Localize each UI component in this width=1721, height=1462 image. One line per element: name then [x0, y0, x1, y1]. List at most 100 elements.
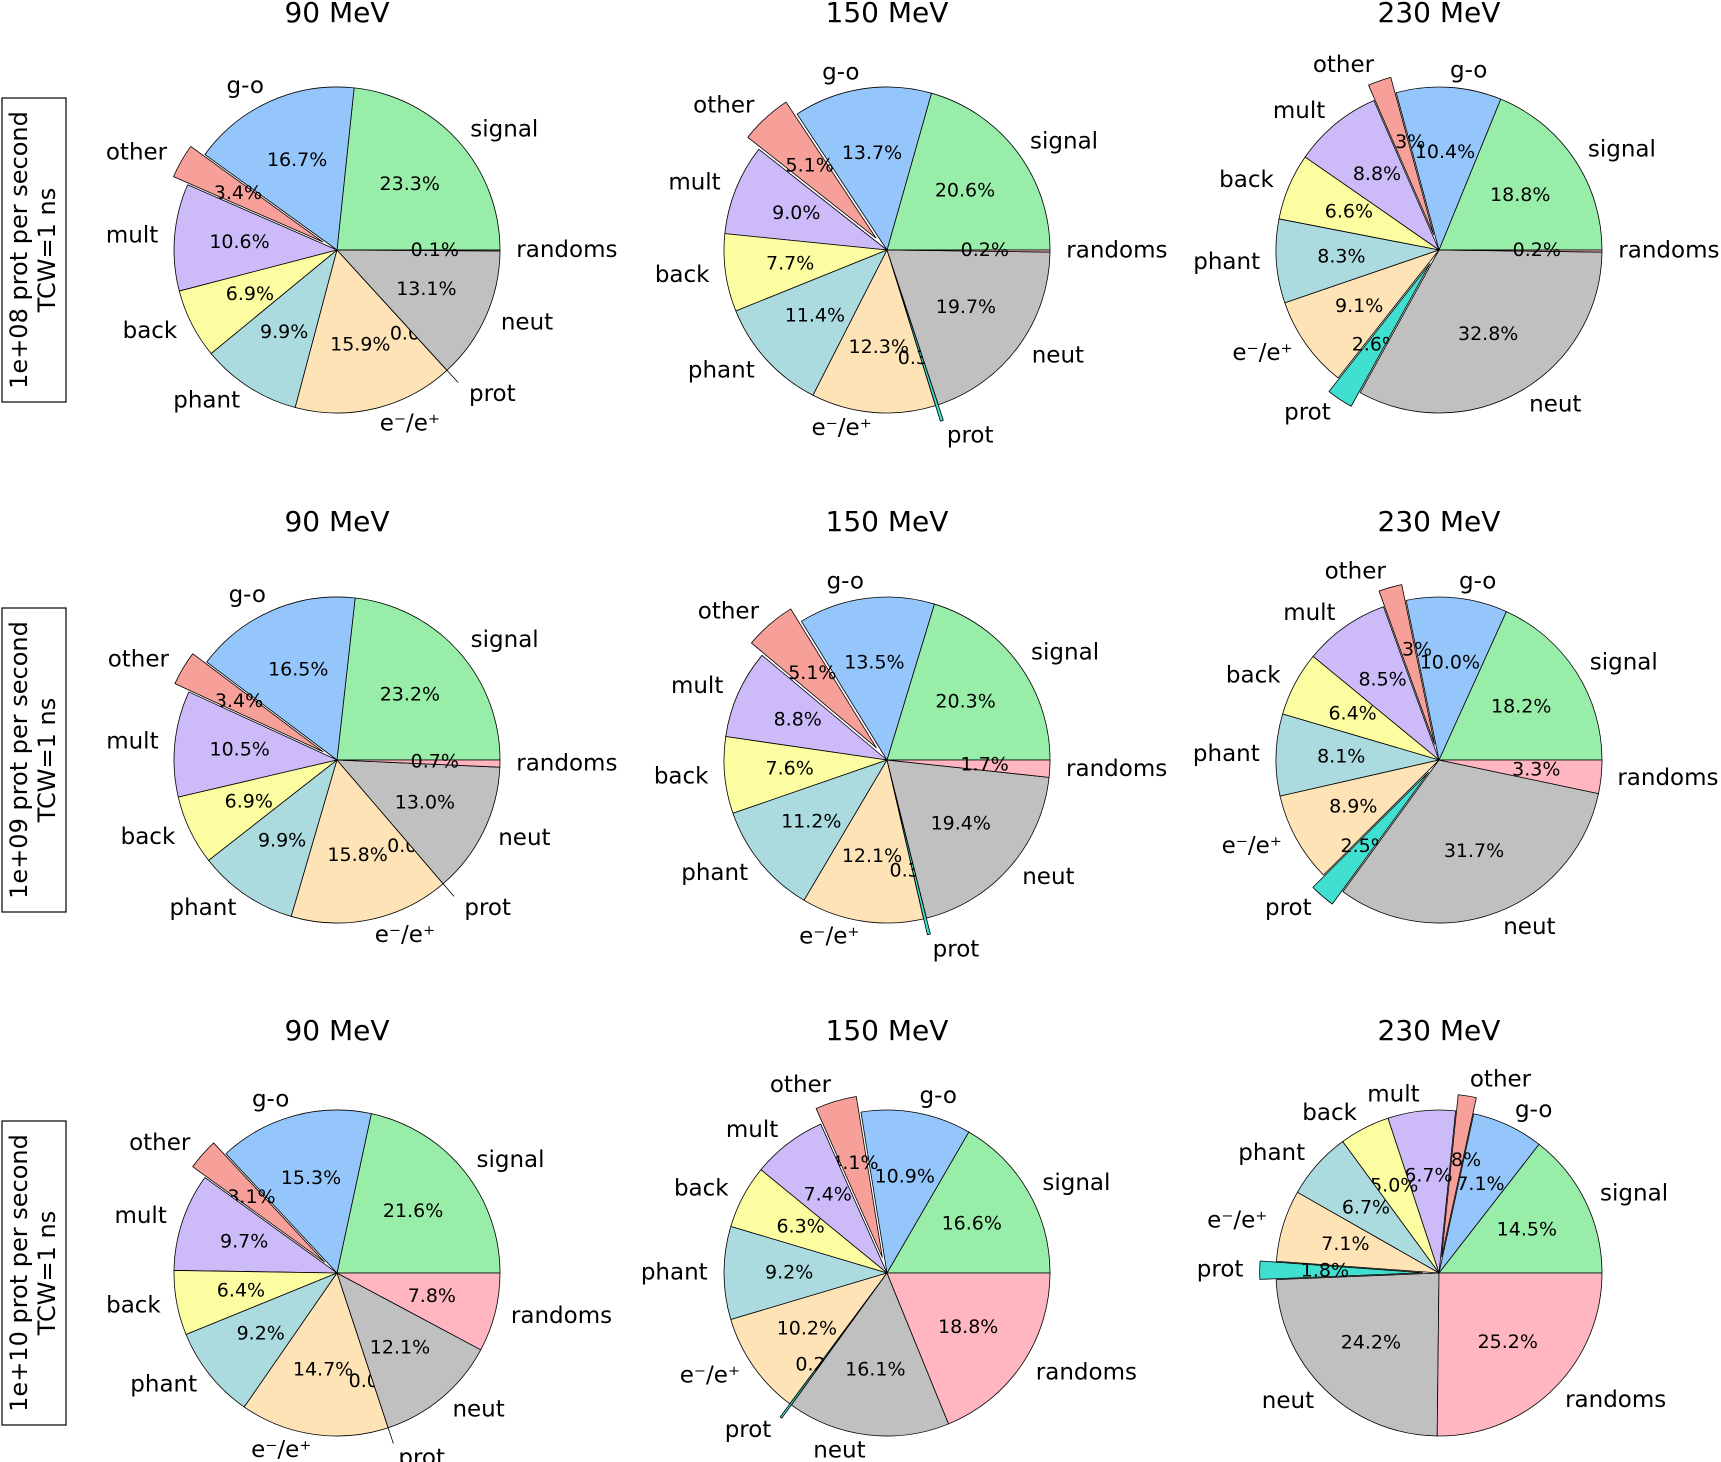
wedge-label: other [129, 1130, 191, 1156]
percent-label: 20.3% [935, 690, 995, 712]
wedge-label: mult [668, 169, 720, 195]
pie-wedge [1328, 263, 1431, 407]
pie-chart: 150 MeV signal 16.6% g-o 10.9% other 4.1% mult 7… [641, 1014, 1137, 1462]
pie-wedge [886, 1131, 1051, 1274]
pie-wedge [747, 101, 877, 239]
chart-title: 230 MeV [1378, 505, 1501, 538]
percent-label: 9.9% [260, 321, 308, 343]
pie-wedge [336, 759, 501, 768]
pie-chart: 90 MeVsignal21.6%g-o15.3%other3.1%mult9.… [106, 1014, 612, 1462]
chart-title: 230 MeV [1378, 0, 1501, 29]
percent-label: 9.7% [220, 1231, 268, 1253]
row-label-line: 1e+10 prot per second [5, 1134, 33, 1412]
pie-wedge [779, 1285, 878, 1419]
wedge-label: neut [498, 825, 550, 851]
pie-wedge [735, 249, 888, 396]
chart-title: 150 MeV [826, 505, 949, 538]
wedge-label: back [1302, 1100, 1357, 1126]
row-label-box [1, 607, 67, 913]
wedge-label: signal [1588, 137, 1656, 163]
wedge-label: neut [452, 1397, 504, 1423]
percent-label: 31.7% [1444, 840, 1504, 862]
percent-label: 6.7% [1342, 1196, 1390, 1218]
pie-wedge [1275, 1272, 1440, 1437]
wedge-label: neut [1529, 391, 1581, 417]
wedge-label: randoms [516, 750, 617, 776]
pie-wedge [1259, 1260, 1424, 1280]
wedge-label: back [1226, 663, 1281, 689]
wedge-label: e⁻/e⁺ [251, 1437, 311, 1462]
wedge-label: neut [1022, 864, 1074, 890]
percent-label: 0.1% [411, 239, 459, 261]
chart-title: 150 MeV [826, 0, 949, 29]
pie-wedge [1276, 1191, 1440, 1274]
pie-chart: 90 MeV signal 23.3% g-o 16.7% other 3.4% mult 10… [106, 0, 618, 437]
pie-wedge [724, 148, 888, 251]
row-label-line: TCW=1 ns [33, 1211, 61, 1336]
chart-title: 230 MeV [1378, 1014, 1501, 1047]
percent-label: 12.1% [842, 845, 902, 867]
pie-wedge [886, 249, 1051, 406]
pie-wedge [336, 1272, 482, 1429]
pie-wedge [1438, 759, 1603, 794]
wedge-label: other [698, 599, 760, 625]
pie-chart: 230 MeVsignal18.8%g-o10.4%other2.3%mult8… [1193, 0, 1719, 425]
row-label: 1e+09 prot per second TCW=1 ns [5, 621, 61, 899]
pie-chart: 90 MeV signal 23.2% g-o 16.5% other 3.4% mult 10… [106, 505, 617, 948]
percent-label: 0.2% [1513, 239, 1561, 261]
wedge-label: signal [1600, 1181, 1668, 1207]
wedge-label: mult [671, 673, 723, 699]
pie-chart: 150 MeV signal 20.3% g-o 13.5% other 5.1% mult 8… [654, 505, 1167, 963]
chart-title: 90 MeV [284, 505, 389, 538]
wedge-label: e⁻/e⁺ [799, 924, 859, 950]
pie-wedge [812, 249, 936, 414]
percent-label: 16.6% [942, 1213, 1002, 1235]
pie-wedge [800, 596, 935, 761]
pie-wedge [725, 654, 888, 761]
wedge-label: phant [173, 387, 240, 413]
percent-label: 32.8% [1458, 323, 1518, 345]
row-label-line: TCW=1 ns [33, 698, 61, 823]
pie-wedge [204, 86, 355, 251]
wedge-label: prot [725, 1417, 772, 1443]
wedge-label: other [770, 1072, 832, 1098]
percent-label: 6.9% [225, 791, 273, 813]
wedge-label: other [108, 646, 170, 672]
wedge-label: other [1313, 52, 1375, 78]
pie-wedge [1378, 584, 1435, 745]
wedge-label: other [1470, 1066, 1532, 1092]
wedge-label: randoms [1066, 756, 1167, 782]
percent-label: 3.3% [1512, 759, 1560, 781]
wedge-label: phant [1238, 1140, 1305, 1166]
wedge-label: phant [1193, 741, 1260, 767]
pie-wedge [290, 759, 444, 924]
pie-wedge [796, 86, 932, 251]
wedge-label: back [123, 318, 178, 344]
percent-label: 10.5% [210, 739, 270, 761]
wedge-label: mult [106, 222, 158, 248]
percent-label: 9.2% [237, 1323, 285, 1345]
percent-label: 8.3% [1317, 245, 1365, 267]
wedge-label: g-o [1459, 568, 1496, 594]
percent-label: 3.4% [215, 690, 263, 712]
pie-wedge [336, 1113, 501, 1274]
percent-label: 7.8% [408, 1285, 456, 1307]
percent-label: 10.6% [209, 231, 269, 253]
percent-label: 15.8% [327, 844, 387, 866]
row-label: 1e+08 prot per second TCW=1 ns [5, 111, 61, 389]
percent-label: 10.4% [1415, 141, 1475, 163]
pie-wedge [886, 759, 1050, 919]
percent-label: 16.1% [845, 1359, 905, 1381]
wedge-label: randoms [1617, 765, 1718, 791]
pie-wedge [1438, 1113, 1540, 1274]
wedge-label: randoms [1618, 238, 1719, 264]
percent-label: 16.7% [267, 149, 327, 171]
percent-label: 23.2% [380, 683, 440, 705]
wedge-label: prot [398, 1445, 445, 1462]
percent-label: 13.5% [844, 652, 904, 674]
wedge-label: g-o [827, 569, 864, 595]
wedge-label: back [654, 763, 709, 789]
wedge-label: randoms [1565, 1387, 1666, 1413]
pie-wedge [1438, 611, 1603, 761]
wedge-label: neut [501, 309, 553, 335]
